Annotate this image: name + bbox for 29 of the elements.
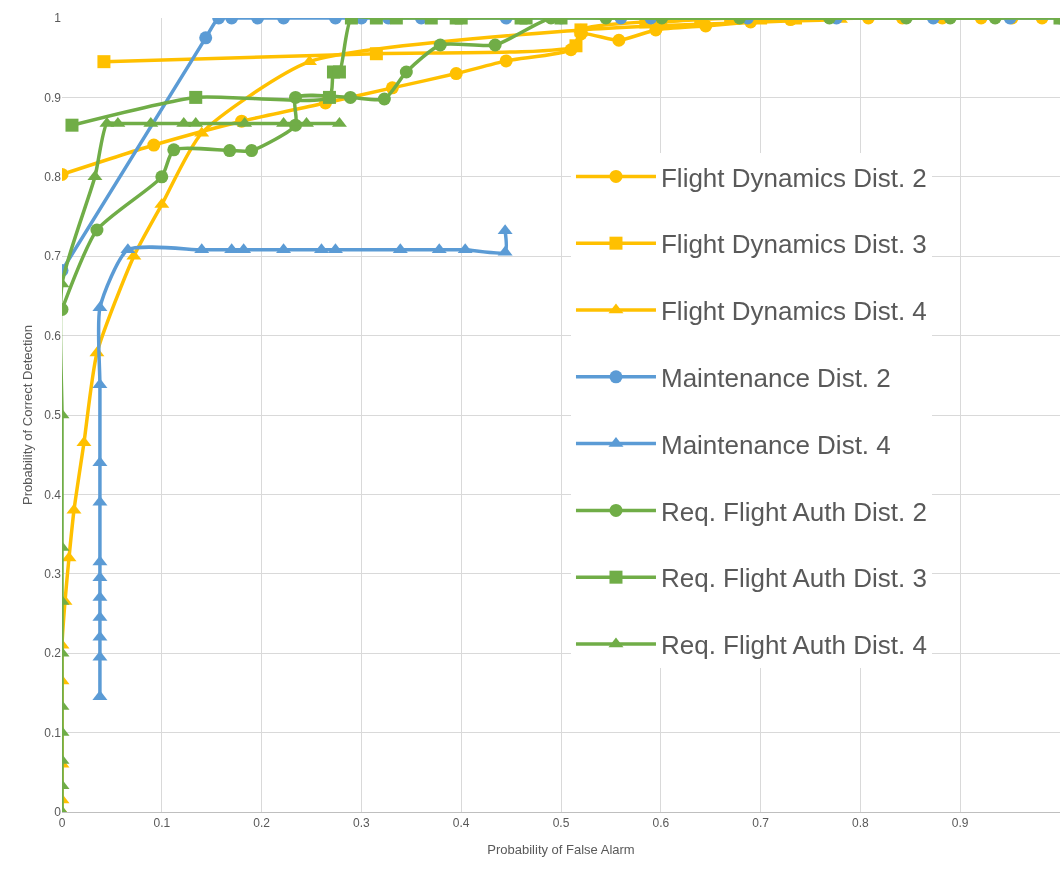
y-axis-title: Probability of Correct Detection: [20, 325, 36, 505]
y-tick-label: 0.6: [44, 328, 62, 343]
x-tick-label: 0.7: [752, 816, 770, 831]
x-tick-label: 0.5: [552, 816, 570, 831]
x-tick-label: 0.8: [852, 816, 870, 831]
x-tick-label: 0.6: [652, 816, 670, 831]
legend-label: Flight Dynamics Dist. 3: [660, 229, 927, 260]
y-tick-label: 0.5: [44, 408, 62, 423]
legend-label: Maintenance Dist. 2: [660, 362, 891, 393]
x-tick-label: 0.4: [452, 816, 470, 831]
y-tick-label: 0.3: [44, 567, 62, 581]
legend-label: Req. Flight Auth Dist. 2: [660, 496, 927, 527]
y-tick-label: 1: [54, 11, 62, 26]
y-tick-label: 0.9: [44, 90, 62, 105]
y-tick-label: 0.7: [44, 249, 62, 264]
legend-label: Flight Dynamics Dist. 4: [660, 296, 927, 327]
y-tick-label: 0.2: [44, 646, 62, 661]
x-tick-label: 0.1: [153, 816, 171, 831]
x-axis-title: Probability of False Alarm: [487, 842, 635, 857]
x-tick-label: 0.9: [951, 816, 969, 831]
legend-label: Flight Dynamics Dist. 2: [660, 162, 927, 193]
legend-label: Req. Flight Auth Dist. 4: [660, 630, 927, 661]
x-tick-label: 0.2: [253, 816, 271, 831]
x-tick-label: 0.3: [353, 816, 371, 831]
y-tick-label: 0.4: [44, 487, 62, 502]
legend-label: Req. Flight Auth Dist. 3: [660, 563, 927, 594]
y-tick-label: 0.8: [44, 170, 62, 184]
y-tick-label: 0.1: [44, 725, 62, 740]
legend-label: Maintenance Dist. 4: [660, 429, 891, 460]
